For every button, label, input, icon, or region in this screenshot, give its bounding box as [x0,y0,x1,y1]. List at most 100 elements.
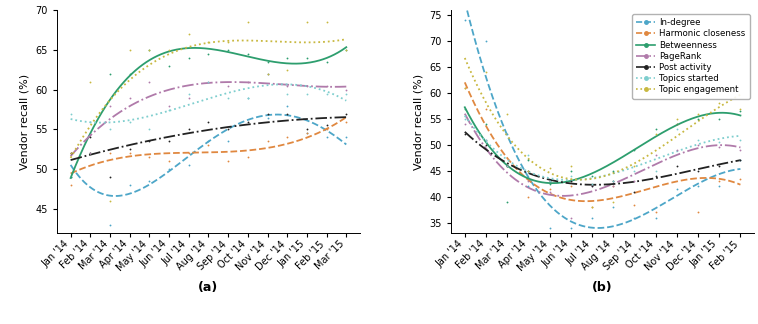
Point [84,151,96,156]
Point [321,123,333,128]
Point [202,139,215,144]
Point [713,163,725,168]
Point [143,47,155,52]
Point [628,163,641,168]
Point [501,200,513,205]
Point [143,139,155,144]
Point [713,179,725,184]
Point [735,158,747,163]
Point [480,142,492,147]
Point [340,135,352,140]
Point [183,127,195,132]
Point [522,153,534,158]
Point [480,137,492,142]
Point [281,67,293,72]
Point [64,151,77,156]
Point [143,155,155,160]
Point [501,163,513,168]
Point [183,163,195,168]
Point [692,184,704,189]
Point [104,199,116,204]
Point [64,151,77,156]
Point [183,91,195,96]
Point [459,17,471,23]
Point [735,109,747,114]
Point [628,147,641,153]
Point [183,31,195,36]
Point [650,127,662,132]
Point [64,175,77,180]
Point [163,159,175,164]
Point [565,184,577,189]
Point [301,131,313,136]
Point [586,205,598,210]
Point [340,91,352,96]
Point [163,47,175,52]
Point [692,142,704,147]
Point [124,183,136,188]
Point [242,79,254,84]
Point [242,19,254,24]
Point [671,147,683,153]
Point [565,163,577,168]
Point [163,139,175,144]
Point [281,55,293,60]
Point [104,223,116,228]
Point [242,95,254,100]
Point [202,143,215,148]
Point [522,158,534,163]
Point [202,79,215,84]
Point [321,59,333,64]
Point [692,168,704,173]
Point [301,91,313,96]
Point [124,71,136,76]
Point [607,179,619,184]
Point [104,71,116,76]
Point [143,179,155,184]
Point [163,103,175,108]
Point [242,155,254,160]
Point [242,119,254,124]
Point [124,47,136,52]
Point [713,140,725,145]
Point [671,116,683,122]
Point [262,71,274,76]
Point [650,173,662,179]
Point [522,168,534,173]
Point [650,132,662,137]
Point [735,137,747,142]
Point [628,202,641,207]
Point [735,147,747,153]
Point [222,47,234,52]
Point [321,19,333,24]
Point [84,135,96,140]
Point [183,95,195,100]
Point [501,163,513,168]
Point [104,175,116,180]
Point [222,127,234,132]
Point [692,116,704,122]
Point [692,111,704,116]
Point [735,176,747,181]
Point [692,210,704,215]
Point [281,111,293,116]
Point [321,127,333,132]
Point [84,79,96,84]
Legend: In-degree, Harmonic closeness, Betweenness, PageRank, Post activity, Topics star: In-degree, Harmonic closeness, Betweenne… [632,14,750,98]
Point [501,111,513,116]
Point [281,103,293,108]
Point [713,116,725,122]
Point [321,83,333,88]
Point [501,163,513,168]
Point [262,115,274,120]
Point [459,122,471,127]
Point [671,122,683,127]
Point [202,51,215,56]
Point [650,210,662,215]
Point [459,85,471,90]
Y-axis label: Vendor recall (%): Vendor recall (%) [20,74,30,169]
Point [650,215,662,220]
Point [64,175,77,180]
Point [202,39,215,44]
Point [64,183,77,188]
